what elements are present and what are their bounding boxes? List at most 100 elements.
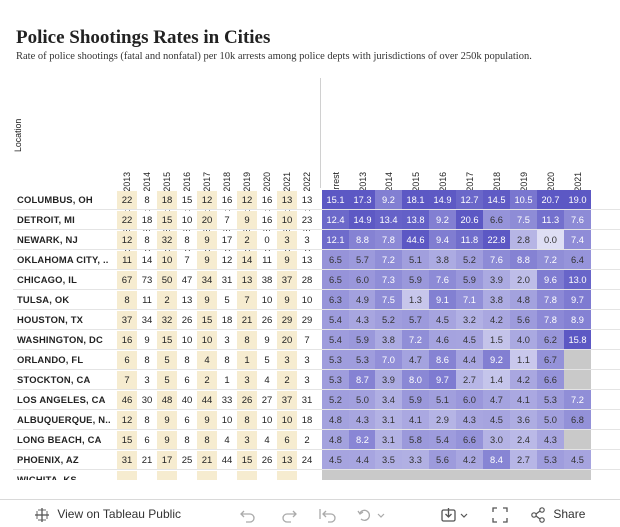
table-row[interactable]: WICHITA, KS: [0, 470, 620, 480]
rate-cell[interactable]: 0.0: [537, 230, 564, 250]
rate-cell[interactable]: 8.2: [349, 430, 376, 450]
count-cell[interactable]: 4: [257, 431, 277, 450]
count-column-header[interactable]: Police Shootings 2019: [237, 84, 257, 260]
view-on-tableau-public-link[interactable]: View on Tableau Public: [34, 505, 181, 523]
rate-cell[interactable]: 18.1: [402, 190, 429, 210]
rate-cell[interactable]: [564, 430, 591, 450]
count-cell[interactable]: 6: [277, 431, 297, 450]
count-cell[interactable]: 28: [297, 271, 317, 290]
rate-cell[interactable]: 7.6: [564, 210, 591, 230]
count-cell[interactable]: 17: [217, 231, 237, 250]
count-cell[interactable]: 12: [217, 251, 237, 270]
count-cell[interactable]: 7: [177, 251, 197, 270]
fullscreen-button[interactable]: [492, 505, 508, 523]
count-cell[interactable]: 11: [137, 291, 157, 310]
table-row[interactable]: HOUSTON, TX 37 34 32 26 15 18 21 26 29 29 5.4 4.3 5.2…: [0, 310, 620, 330]
rate-cell[interactable]: 5.1: [402, 250, 429, 270]
rate-cell[interactable]: 7.6: [483, 250, 510, 270]
rate-cell[interactable]: 12.4: [322, 210, 349, 230]
count-cell[interactable]: 3: [297, 371, 317, 390]
rate-cell[interactable]: 8.9: [564, 310, 591, 330]
count-cell[interactable]: 3: [297, 351, 317, 370]
count-cell[interactable]: 8: [217, 351, 237, 370]
rate-cell[interactable]: 11.8: [456, 230, 483, 250]
rate-cell[interactable]: [564, 470, 591, 480]
redo-button[interactable]: [280, 505, 298, 523]
count-cell[interactable]: 3: [277, 231, 297, 250]
rate-cell[interactable]: 4.5: [322, 450, 349, 470]
location-cell[interactable]: WICHITA, KS: [17, 474, 77, 480]
count-cell[interactable]: 44: [197, 391, 217, 410]
rate-column-header[interactable]: Shootings/Arrest 2014: [375, 84, 402, 259]
rate-cell[interactable]: 4.6: [429, 330, 456, 350]
count-cell[interactable]: 9: [257, 331, 277, 350]
table-row[interactable]: ORLANDO, FL 6 8 5 8 4 8 1 5 3 3 5.3 5.3 7.0 4.7 8.6 4.4 9…: [0, 350, 620, 370]
table-row[interactable]: ALBUQUERQUE, N.. 12 8 9 6 9 10 8 10 10 18 4.8 4.3 3.1…: [0, 410, 620, 430]
count-cell[interactable]: 5: [217, 291, 237, 310]
count-cell[interactable]: 6: [177, 411, 197, 430]
rate-cell[interactable]: 4.7: [402, 350, 429, 370]
table-row[interactable]: LOS ANGELES, CA 46 30 48 40 44 33 26 27 37 31 5.2 5.…: [0, 390, 620, 410]
count-cell[interactable]: 15: [197, 311, 217, 330]
location-cell[interactable]: OKLAHOMA CITY, ..: [17, 254, 109, 265]
count-cell[interactable]: 4: [217, 431, 237, 450]
count-cell[interactable]: 8: [137, 411, 157, 430]
rate-cell[interactable]: 1.4: [483, 370, 510, 390]
undo-button[interactable]: [239, 505, 257, 523]
rate-cell[interactable]: 6.3: [322, 290, 349, 310]
count-cell[interactable]: 9: [237, 211, 257, 230]
count-cell[interactable]: 1: [217, 371, 237, 390]
count-cell[interactable]: 10: [277, 211, 297, 230]
count-cell[interactable]: 11: [257, 251, 277, 270]
rate-cell[interactable]: 14.5: [483, 190, 510, 210]
rate-column-header[interactable]: Shootings/Arrest 2013: [349, 84, 376, 259]
rate-cell[interactable]: 15.1: [322, 190, 349, 210]
rate-cell[interactable]: 7.2: [564, 390, 591, 410]
rate-cell[interactable]: 10.5: [510, 190, 537, 210]
rate-cell[interactable]: 9.2: [375, 190, 402, 210]
count-cell[interactable]: 26: [257, 451, 277, 470]
rate-cell[interactable]: 6.5: [322, 250, 349, 270]
count-cell[interactable]: 12: [117, 231, 137, 250]
rate-cell[interactable]: 6.0: [456, 390, 483, 410]
count-cell[interactable]: 34: [197, 271, 217, 290]
rate-cell[interactable]: 7.3: [375, 270, 402, 290]
rate-cell[interactable]: 5.6: [429, 450, 456, 470]
count-column-header[interactable]: Police Shootings 2021: [277, 84, 297, 260]
rate-cell[interactable]: 4.4: [456, 350, 483, 370]
count-cell[interactable]: 15: [117, 431, 137, 450]
location-cell[interactable]: DETROIT, MI: [17, 214, 75, 225]
rate-cell[interactable]: 7.8: [375, 230, 402, 250]
count-cell[interactable]: 20: [277, 331, 297, 350]
count-cell[interactable]: 8: [237, 331, 257, 350]
count-cell[interactable]: 21: [237, 311, 257, 330]
count-cell[interactable]: 3: [277, 351, 297, 370]
count-cell[interactable]: 8: [137, 351, 157, 370]
count-cell[interactable]: 33: [217, 391, 237, 410]
table-row[interactable]: OKLAHOMA CITY, .. 11 14 10 7 9 12 14 11 9 13 6.5 5.7…: [0, 250, 620, 270]
rate-cell[interactable]: 7.2: [402, 330, 429, 350]
rate-cell[interactable]: [537, 470, 564, 480]
rate-cell[interactable]: 7.1: [456, 290, 483, 310]
rate-cell[interactable]: 6.6: [483, 210, 510, 230]
rate-cell[interactable]: 15.8: [564, 330, 591, 350]
count-cell[interactable]: [157, 471, 177, 480]
rate-cell[interactable]: 8.4: [483, 450, 510, 470]
location-cell[interactable]: ORLANDO, FL: [17, 354, 84, 365]
location-cell[interactable]: NEWARK, NJ: [17, 234, 78, 245]
count-cell[interactable]: 40: [177, 391, 197, 410]
count-cell[interactable]: 8: [177, 231, 197, 250]
count-column-header[interactable]: Police Shootings 2018: [217, 84, 237, 260]
count-cell[interactable]: 10: [277, 411, 297, 430]
count-cell[interactable]: 10: [257, 411, 277, 430]
rate-cell[interactable]: 4.3: [349, 310, 376, 330]
location-cell[interactable]: HOUSTON, TX: [17, 314, 84, 325]
count-cell[interactable]: 26: [257, 311, 277, 330]
location-cell[interactable]: CHICAGO, IL: [17, 274, 78, 285]
count-cell[interactable]: 31: [297, 391, 317, 410]
rate-cell[interactable]: 4.2: [483, 310, 510, 330]
rate-cell[interactable]: 5.9: [349, 330, 376, 350]
count-cell[interactable]: 9: [277, 251, 297, 270]
count-cell[interactable]: 21: [197, 451, 217, 470]
rate-cell[interactable]: 7.8: [537, 290, 564, 310]
